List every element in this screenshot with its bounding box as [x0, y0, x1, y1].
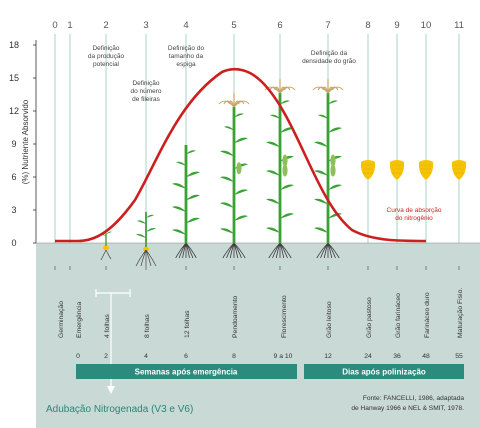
nitrogen-absorption-curve [55, 68, 427, 243]
day-number: 12 [324, 353, 332, 360]
annotation-line: Definição da [311, 50, 348, 57]
weeks-bar-label: Semanas após emergência [135, 368, 238, 377]
week-number: 6 [184, 353, 188, 360]
day-number: 36 [393, 353, 401, 360]
weeks-bar [76, 364, 297, 379]
stage-number: 0 [52, 20, 57, 31]
stage-name: 4 folhas [104, 314, 111, 338]
days-bar-label: Dias após polinização [342, 368, 426, 377]
roots [268, 242, 292, 259]
y-ticks: 0 3 6 9 12 15 18 [9, 40, 36, 248]
y-axis-label: (%) Nutriente Absorvido [21, 99, 30, 184]
stage-name: 8 folhas [144, 314, 151, 338]
source-line: de Hanway 1966 e NEL & SMIT, 1978. [351, 405, 464, 412]
grain-ear [389, 160, 405, 180]
annotation-grain-density: Definição da densidade do grão [302, 50, 356, 65]
annotation-line: Definição do [168, 45, 205, 52]
stage-number: 5 [231, 20, 236, 31]
source-line: Fonte: FANCELLI, 1986, adaptada [363, 395, 465, 402]
corn-plant [218, 93, 250, 243]
annotation-line: de fileiras [132, 96, 161, 103]
grain-ear [360, 160, 376, 180]
annotation-line: Definição [92, 45, 119, 52]
annotation-line: densidade do grão [302, 58, 356, 65]
stage-name: Florescimento [281, 295, 288, 338]
day-number: 24 [364, 353, 372, 360]
stage-number: 11 [454, 20, 464, 31]
stage-name: 12 folhas [184, 310, 191, 338]
nitrogen-application-label: Adubação Nitrogenada (V3 e V6) [46, 404, 193, 415]
y-tick-label: 9 [11, 139, 16, 149]
grain-ears [360, 160, 467, 180]
curve-label-line: Curva de absorção [387, 207, 442, 214]
stage-name: Maturação Fisio. [457, 288, 464, 338]
day-number: 48 [422, 353, 430, 360]
week-number: 8 [232, 353, 236, 360]
stage-name: Emergência [76, 302, 83, 338]
stage-number: 8 [365, 20, 370, 31]
corn-plant [264, 79, 296, 243]
stage-numbers: 0 1 2 3 4 5 6 7 8 9 10 11 [52, 20, 464, 31]
corn-plant [312, 79, 344, 243]
week-number: 2 [104, 353, 108, 360]
day-number: 55 [455, 353, 463, 360]
stage-number: 7 [325, 20, 330, 31]
stage-name: Germinação [58, 301, 65, 338]
y-tick-label: 12 [9, 106, 19, 116]
week-number: 9 a 10 [274, 353, 293, 360]
annotation-ear-size: Definição do tamanho da espiga [168, 45, 205, 68]
annotation-line: do número [130, 88, 161, 95]
annotation-row-number: Definição do número de fileiras [130, 80, 161, 103]
stage-number: 9 [394, 20, 399, 31]
y-tick-label: 6 [11, 172, 16, 182]
stage-name: Grão pastoso [366, 297, 373, 338]
stage-number: 4 [183, 20, 188, 31]
stage-number: 10 [421, 20, 432, 31]
day-numbers: 12 24 36 48 55 [324, 353, 463, 360]
annotation-line: Definição [132, 80, 159, 87]
ground-band [36, 243, 480, 428]
stage-names: Germinação Emergência 4 folhas 8 folhas 12 f… [58, 288, 464, 338]
stage-gridlines [54, 34, 460, 243]
curve-label: Curva de absorção do nitrogênio [387, 207, 442, 222]
annotation-line: da produção [88, 53, 125, 60]
roots [316, 242, 340, 259]
week-number: 0 [76, 353, 80, 360]
y-tick-label: 18 [9, 40, 19, 50]
grain-ear [418, 160, 434, 180]
annotation-production-potential: Definição da produção potencial [88, 45, 125, 68]
roots [175, 242, 197, 259]
stage-number: 3 [143, 20, 148, 31]
days-bar [304, 364, 464, 379]
curve-label-line: do nitrogênio [395, 215, 433, 222]
stage-name: Grão leitoso [326, 301, 333, 338]
y-tick-label: 15 [9, 73, 19, 83]
stage-number: 6 [277, 20, 282, 31]
y-tick-label: 3 [11, 205, 16, 215]
corn-plants [100, 79, 467, 267]
young-plant [135, 212, 157, 267]
stage-number: 1 [67, 20, 72, 31]
stage-name: Farináceo duro [424, 292, 431, 338]
annotation-line: espiga [176, 61, 196, 68]
seedling [100, 231, 112, 261]
stage-number: 2 [103, 20, 108, 31]
annotation-line: potencial [93, 61, 120, 68]
annotation-line: tamanho da [169, 53, 204, 60]
y-tick-label: 0 [11, 238, 16, 248]
roots [222, 242, 246, 259]
stage-name: Pendoamento [232, 295, 239, 338]
grain-ear [451, 160, 467, 180]
stage-name: Grão farináceo [395, 293, 402, 338]
corn-plant [172, 145, 200, 243]
week-number: 4 [144, 353, 148, 360]
